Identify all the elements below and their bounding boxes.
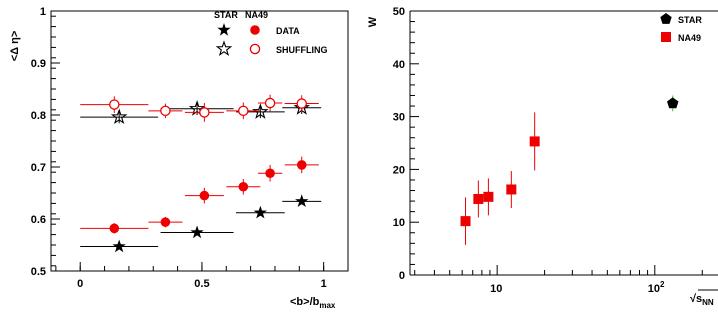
- right-series-na49: [460, 112, 540, 245]
- data-point: [252, 103, 269, 119]
- data-point: [264, 97, 276, 109]
- right-y-tick-label: 10: [393, 217, 405, 229]
- left-y-tick-label: 1: [40, 6, 46, 18]
- right-x-axis-label-sub: NN: [702, 298, 714, 307]
- data-point: [296, 160, 307, 170]
- data-point: [460, 216, 471, 227]
- data-point: [110, 108, 128, 125]
- data-point: [199, 107, 210, 118]
- data-point: [667, 97, 679, 109]
- data-point: [109, 99, 120, 110]
- left-legend: STAR NA49 DATA SHUFFLING: [214, 10, 328, 57]
- data-point: [238, 181, 249, 192]
- right-y-tick-label: 30: [393, 112, 405, 124]
- left-y-axis-label: <Δ η>: [9, 31, 21, 62]
- legend-star-open-marker: [215, 40, 233, 57]
- legend-header-na49: NA49: [245, 10, 268, 20]
- legend-na49-label: NA49: [678, 33, 701, 43]
- right-x-tick-label: 10: [490, 283, 502, 295]
- data-point: [473, 193, 484, 204]
- left-y-tick-label: 0.5: [31, 266, 46, 278]
- data-point: [112, 239, 126, 253]
- left-chart-delta-eta: 0.5 0.6 0.7 0.8 0.9 1 0 0.5 1 <Δ η> <b>/bmax STAR NA…: [9, 6, 349, 310]
- right-x-tick-base: 10: [648, 283, 660, 295]
- left-y-tick-label: 0.7: [31, 162, 46, 174]
- data-point: [483, 191, 494, 202]
- left-x-axis-label-sub: max: [319, 301, 336, 310]
- right-x-tick-label: 102: [648, 280, 665, 295]
- left-y-tick-label: 0.6: [31, 214, 46, 226]
- right-y-axis-label: W: [367, 16, 379, 27]
- left-x-tick-label: 0.5: [194, 278, 209, 290]
- data-point: [295, 194, 309, 207]
- right-x-tick-base: 10: [490, 283, 502, 295]
- data-point: [296, 98, 307, 109]
- legend-shuffling-label: SHUFFLING: [276, 45, 328, 55]
- right-legend: STAR NA49: [660, 13, 702, 43]
- legend-na49-marker: [661, 32, 671, 42]
- data-point: [160, 217, 171, 227]
- right-y-tick-label: 0: [399, 270, 405, 282]
- legend-circle-open-marker: [249, 43, 261, 55]
- right-x-axis-label: √sNN: [690, 293, 714, 307]
- legend-header-star: STAR: [214, 10, 238, 20]
- data-point: [188, 100, 206, 116]
- left-series-na49-data: [80, 156, 319, 234]
- legend-data-label: DATA: [276, 26, 300, 36]
- left-y-tick-label: 0.9: [31, 58, 46, 70]
- data-point: [506, 184, 517, 195]
- data-point: [529, 136, 540, 147]
- legend-star-marker: [660, 13, 672, 24]
- right-series-star: [667, 95, 679, 112]
- right-x-tick-exponent: 2: [660, 280, 665, 289]
- left-series-star-data: [80, 194, 322, 253]
- left-series-na49-shuffling: [80, 94, 319, 122]
- data-point: [160, 105, 171, 117]
- left-x-axis-label: <b>/bmax: [290, 296, 336, 310]
- data-point: [190, 225, 204, 239]
- right-y-tick-label: 40: [393, 59, 405, 71]
- data-point: [109, 223, 120, 234]
- right-x-axis-label-main: √s: [690, 293, 702, 305]
- legend-star-filled-marker: [217, 23, 231, 36]
- data-point: [238, 105, 249, 117]
- legend-circle-filled-marker: [250, 25, 260, 35]
- left-x-tick-label: 1: [321, 278, 327, 290]
- legend-star-label: STAR: [678, 15, 702, 25]
- data-point: [253, 205, 267, 219]
- left-y-tick-label: 0.8: [31, 110, 46, 122]
- right-y-tick-label: 50: [393, 6, 405, 18]
- left-x-axis-label-main: <b>/b: [290, 296, 320, 308]
- data-point: [265, 168, 275, 179]
- left-x-tick-label: 0: [77, 278, 83, 290]
- data-point: [199, 190, 210, 201]
- right-y-tick-label: 20: [393, 164, 405, 176]
